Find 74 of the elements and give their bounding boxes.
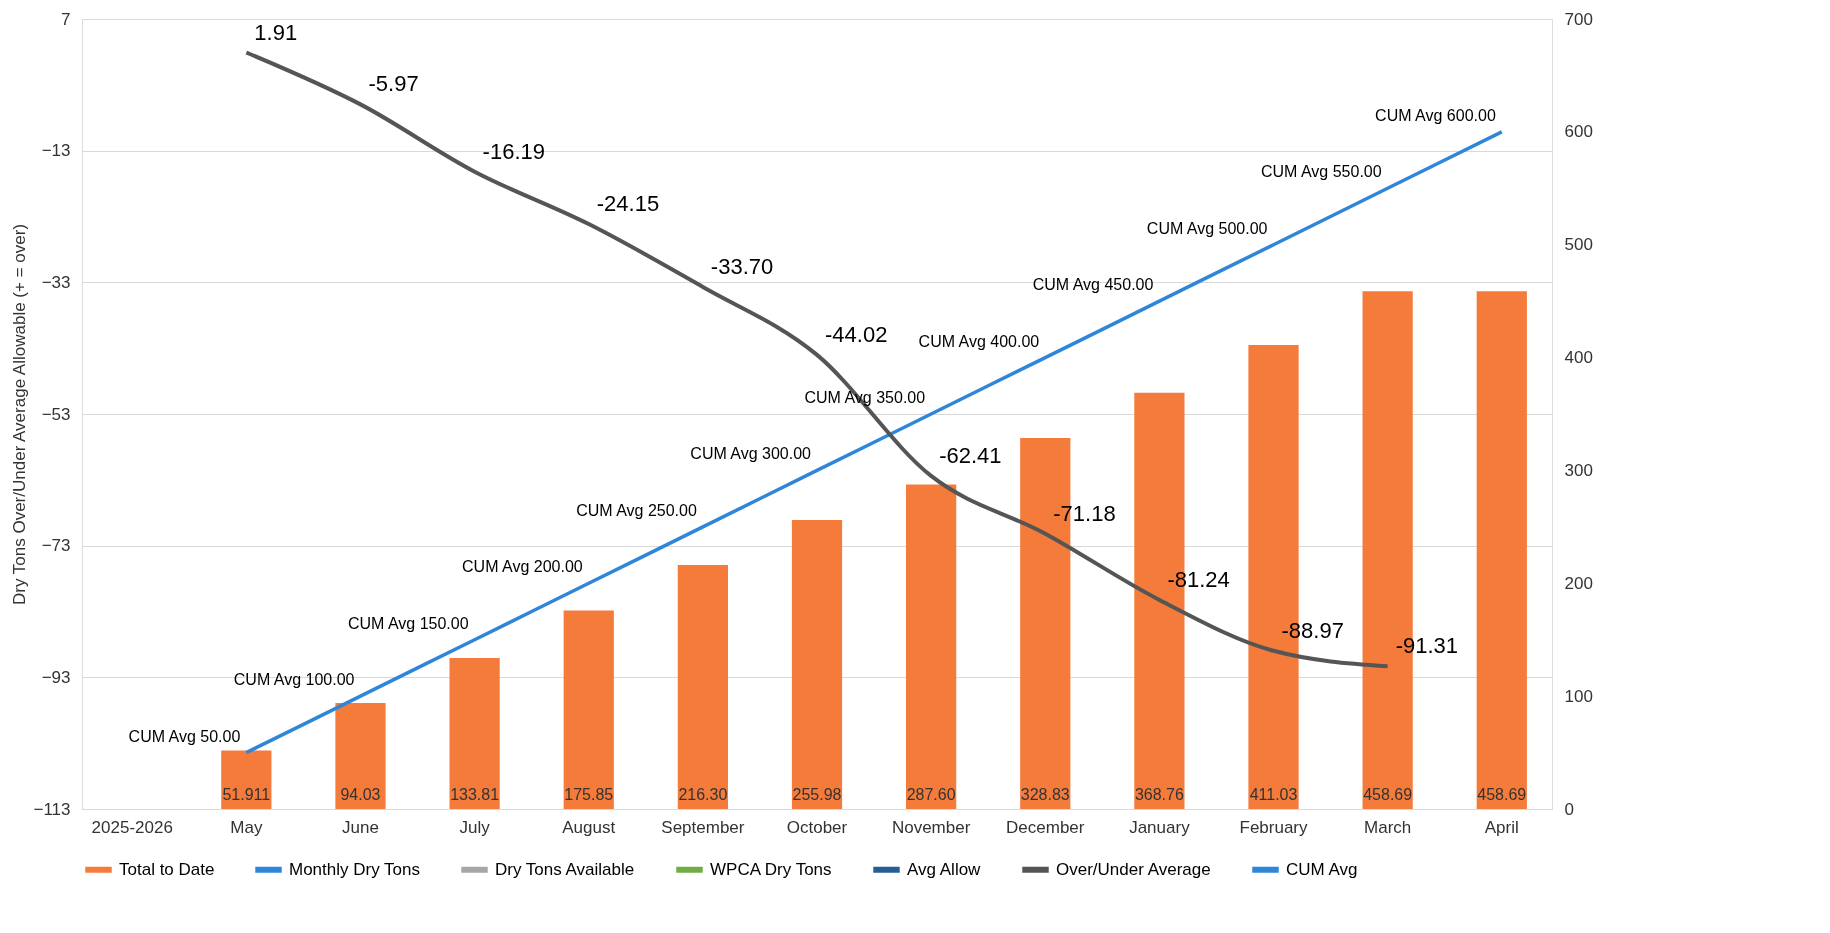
data-label: CUM Avg 300.00 [690,445,812,463]
y2-tick-label: 500 [1564,235,1593,255]
legend-label: Dry Tons Available [495,859,635,879]
y-axis-title: Dry Tons Over/Under Average Allowable (+ = over) [10,223,30,606]
y-tick-label: 7 [61,9,71,29]
data-label: -24.15 [596,191,660,217]
y-tick-label: −93 [41,667,71,687]
data-label: CUM Avg 150.00 [347,614,469,632]
legend-label: Total to Date [119,859,215,879]
bar [335,702,386,809]
bar [449,657,500,809]
x-tick-label: February [1239,817,1309,837]
data-label: 216.30 [678,786,728,803]
y-tick-label: −13 [41,141,71,161]
data-label: CUM Avg 500.00 [1146,219,1268,237]
y-tick-label: −33 [41,272,71,292]
bar [563,610,614,809]
data-label: 133.81 [450,786,500,803]
y2-tick-label: 200 [1564,573,1593,593]
data-label: CUM Avg 550.00 [1260,163,1382,181]
bar [1476,291,1527,809]
x-tick-label: October [786,817,848,837]
x-tick-label: May [230,817,263,837]
bar [677,564,728,809]
data-label: -16.19 [482,138,545,164]
data-label: CUM Avg 50.00 [128,727,241,745]
y2-tick-label: 400 [1564,348,1593,368]
data-label: CUM Avg 600.00 [1375,106,1496,124]
data-label: CUM Avg 450.00 [1032,276,1154,294]
x-tick-label: November [891,817,971,837]
data-label: 1.91 [254,19,298,45]
data-label: -44.02 [825,321,888,347]
x-tick-label: December [1006,817,1085,837]
data-label: CUM Avg 250.00 [576,501,697,519]
x-tick-label: July [459,817,491,837]
data-label: 458.69 [1477,786,1527,803]
x-tick-label: June [342,817,379,837]
x-tick-label: March [1364,817,1412,837]
data-label: 175.85 [564,786,614,803]
data-label: 51.911 [222,786,271,803]
bar [221,750,272,809]
data-label: 411.03 [1249,786,1298,803]
data-label: CUM Avg 400.00 [918,332,1040,350]
data-label: CUM Avg 200.00 [462,558,583,576]
legend-label: Over/Under Average [1056,859,1211,879]
x-tick-label: April [1484,817,1519,837]
data-label: 368.76 [1134,786,1184,803]
data-label: -62.41 [939,442,1002,468]
x-tick-label: 2025-2026 [91,817,173,837]
data-label: 255.98 [792,786,842,803]
x-tick-label: January [1129,817,1191,837]
y2-tick-label: 0 [1564,799,1574,819]
legend-label: WPCA Dry Tons [710,859,832,879]
y-tick-label: −73 [41,536,71,556]
x-tick-label: August [562,817,616,837]
legend-label: Monthly Dry Tons [289,859,421,879]
y-tick-label: −113 [33,799,71,819]
bar [906,484,957,809]
y-tick-label: −53 [41,404,71,424]
y2-tick-label: 700 [1564,9,1593,29]
y2-tick-label: 600 [1564,122,1593,142]
bar [791,520,843,809]
y2-tick-label: 300 [1564,460,1593,480]
data-label: 94.03 [340,786,381,803]
data-label: -5.97 [368,71,419,97]
legend-label: Avg Allow [907,859,982,879]
legend-label: CUM Avg [1286,859,1358,879]
data-label: -33.70 [710,253,774,279]
data-label: 287.60 [906,786,956,803]
x-tick-label: September [661,817,745,837]
y2-tick-label: 100 [1564,686,1593,706]
data-label: 458.69 [1363,786,1413,803]
data-label: CUM Avg 100.00 [233,671,355,689]
data-label: 328.83 [1020,786,1070,803]
